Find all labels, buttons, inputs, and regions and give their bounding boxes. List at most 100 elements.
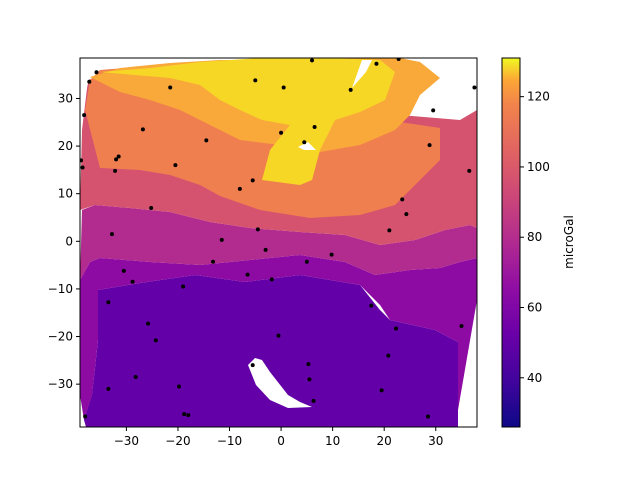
x-axis: −30 −20 −10 0 10 20 30	[114, 427, 443, 448]
colorbar-gradient	[501, 57, 521, 428]
station-point	[113, 168, 118, 173]
hull-gap-top-notch	[352, 60, 372, 88]
colorbar-tick-label: 40	[527, 371, 542, 385]
station-point	[250, 178, 255, 183]
x-tick-label: 0	[277, 434, 285, 448]
hull-gap-left-bottom	[80, 395, 86, 427]
band-124-138	[100, 58, 395, 185]
station-point	[281, 85, 286, 90]
x-tick-label: 10	[325, 434, 340, 448]
colorbar-ticks: 40 60 80 100 120	[520, 90, 550, 385]
x-tick-label: −10	[217, 434, 242, 448]
colorbar: 40 60 80 100 120 microGal	[501, 57, 576, 428]
station-point	[276, 333, 281, 338]
station-point	[387, 228, 392, 233]
x-tick-label: 20	[377, 434, 392, 448]
station-point	[255, 227, 260, 232]
hull-gap-center	[298, 142, 316, 150]
band-40-54	[80, 275, 477, 427]
station-point	[396, 58, 401, 61]
station-point	[269, 277, 274, 282]
station-point	[87, 79, 92, 84]
station-point	[253, 78, 258, 83]
station-point	[427, 143, 432, 148]
station-point	[250, 363, 255, 368]
station-point	[80, 165, 85, 170]
station-point	[237, 186, 242, 191]
station-point	[307, 377, 312, 382]
y-axis: −30 −20 −10 0 10 20 30	[48, 91, 80, 391]
station-point	[472, 85, 477, 90]
station-point	[312, 125, 317, 130]
station-point	[149, 205, 154, 210]
hull-gap-right-top	[426, 58, 477, 84]
colorbar-tick-label: 60	[527, 301, 542, 315]
y-tick-label: 10	[58, 187, 73, 201]
station-point	[121, 268, 126, 273]
station-point	[304, 259, 309, 264]
y-tick-label: 0	[65, 234, 73, 248]
station-point	[176, 384, 181, 389]
station-markers	[80, 58, 477, 419]
y-tick-label: −20	[48, 330, 73, 344]
station-point	[369, 303, 374, 308]
station-point	[82, 113, 87, 118]
colorbar-label: microGal	[562, 215, 576, 269]
station-point	[219, 237, 224, 242]
hull-gap-left-top	[80, 58, 97, 110]
station-point	[459, 324, 464, 329]
x-tick-label: 30	[428, 434, 443, 448]
station-point	[329, 252, 334, 257]
y-tick-label: −30	[48, 377, 73, 391]
station-point	[116, 154, 121, 159]
station-point	[106, 300, 111, 305]
plot-area	[79, 57, 478, 428]
x-tick-label: −30	[114, 434, 139, 448]
station-point	[431, 108, 436, 113]
band-54-68	[80, 255, 477, 427]
station-point	[404, 212, 409, 217]
station-point	[311, 398, 316, 403]
station-point	[109, 232, 114, 237]
station-point	[426, 414, 431, 419]
station-point	[94, 70, 99, 75]
station-point	[394, 326, 399, 331]
station-point	[106, 386, 111, 391]
hull-gap-lower-center	[248, 358, 312, 408]
station-point	[114, 157, 119, 162]
station-point	[467, 168, 472, 173]
colorbar-tick-label: 100	[527, 160, 550, 174]
station-point	[140, 127, 145, 132]
station-point	[310, 58, 315, 63]
station-point	[379, 388, 384, 393]
station-point	[374, 61, 379, 66]
station-point	[306, 362, 311, 367]
station-point	[386, 353, 391, 358]
colorbar-tick-label: 80	[527, 230, 542, 244]
y-tick-label: 30	[58, 91, 73, 105]
station-point	[400, 197, 405, 202]
station-point	[181, 284, 186, 289]
y-tick-label: 20	[58, 139, 73, 153]
station-point	[302, 140, 307, 145]
plot-frame	[79, 57, 478, 428]
station-point	[173, 163, 178, 168]
x-tick-label: −20	[165, 434, 190, 448]
station-point	[153, 338, 158, 343]
station-point	[211, 259, 216, 264]
station-point	[186, 413, 191, 418]
station-point	[130, 279, 135, 284]
station-point	[168, 85, 173, 90]
station-point	[182, 412, 187, 417]
contour-fill	[80, 58, 477, 427]
station-point	[245, 272, 250, 277]
station-point	[263, 247, 268, 252]
station-point	[80, 158, 84, 163]
station-point	[348, 87, 353, 92]
station-point	[83, 414, 88, 419]
station-point	[279, 130, 284, 135]
station-point	[204, 138, 209, 143]
colorbar-tick-label: 120	[527, 90, 550, 104]
hull-gap-right-bottom	[458, 300, 477, 427]
